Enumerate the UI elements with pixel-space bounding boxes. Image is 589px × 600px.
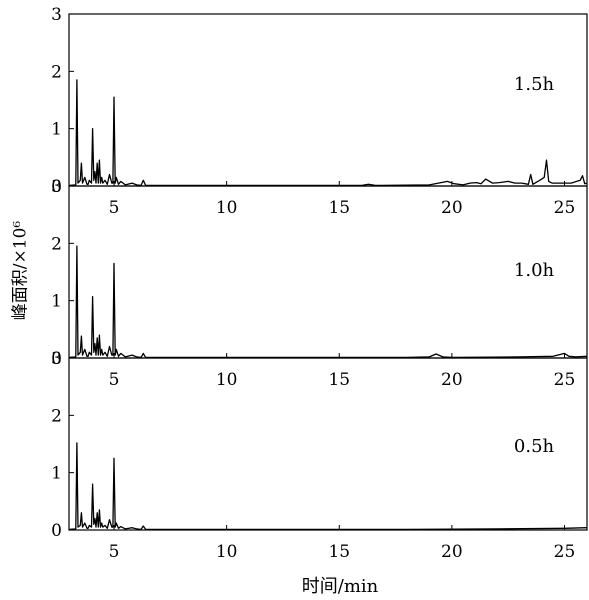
y-tick-label: 2 — [51, 234, 62, 254]
x-tick-label: 20 — [441, 542, 463, 562]
x-tick-label: 15 — [328, 370, 350, 390]
x-tick-label: 25 — [554, 542, 576, 562]
sample-time-label: 1.0h — [514, 260, 555, 281]
y-tick-label: 0 — [51, 349, 62, 369]
x-tick-label: 10 — [216, 370, 238, 390]
chromatogram-trace-0.5h — [68, 442, 588, 531]
y-tick-label: 1 — [51, 292, 62, 312]
x-tick-label: 25 — [554, 198, 576, 218]
panel-frame-1.5h — [68, 13, 588, 187]
y-tick-label: 3 — [51, 5, 62, 25]
chromatogram-trace-1.0h — [68, 245, 588, 359]
x-tick-label: 20 — [441, 198, 463, 218]
x-axis-label: 时间/min — [301, 576, 379, 597]
y-tick-label: 1 — [51, 464, 62, 484]
y-tick-label: 3 — [51, 349, 62, 369]
x-tick-label: 10 — [216, 198, 238, 218]
sample-time-label: 0.5h — [514, 436, 555, 457]
y-tick-label: 0 — [51, 177, 62, 197]
x-tick-label: 20 — [441, 370, 463, 390]
x-tick-label: 10 — [216, 542, 238, 562]
x-tick-label: 5 — [109, 198, 120, 218]
x-tick-label: 15 — [328, 542, 350, 562]
y-tick-label: 1 — [51, 120, 62, 140]
y-tick-label: 2 — [51, 62, 62, 82]
y-tick-label: 3 — [51, 177, 62, 197]
y-tick-label: 2 — [51, 406, 62, 426]
x-tick-label: 15 — [328, 198, 350, 218]
x-tick-label: 5 — [109, 370, 120, 390]
x-tick-label: 5 — [109, 542, 120, 562]
y-tick-label: 0 — [51, 521, 62, 541]
x-tick-label: 25 — [554, 370, 576, 390]
y-axis-label: 峰面积/×10⁶ — [10, 220, 31, 321]
chromatogram-trace-1.5h — [68, 79, 588, 187]
sample-time-label: 1.5h — [514, 74, 555, 95]
